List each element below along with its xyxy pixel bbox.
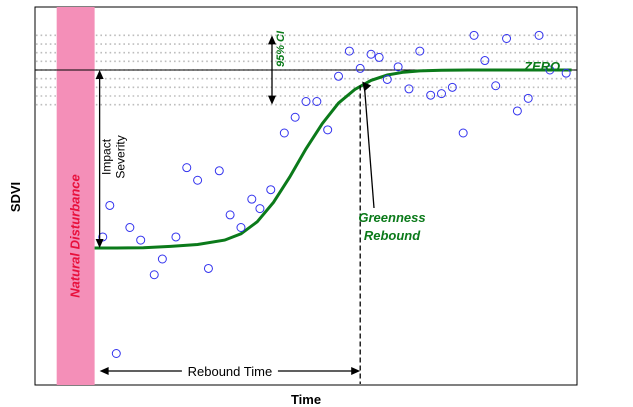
data-point: [157, 254, 167, 264]
data-point: [545, 65, 555, 75]
ci-label: 95% CI: [275, 30, 287, 67]
arrowhead: [268, 35, 276, 45]
data-point: [149, 270, 159, 280]
data-point: [491, 81, 501, 91]
data-point: [214, 166, 224, 176]
data-point: [136, 235, 146, 245]
plot-frame: [34, 6, 578, 386]
data-point: [98, 232, 108, 242]
data-point: [193, 175, 203, 185]
data-point: [382, 74, 392, 84]
rebound-time-label: Rebound Time: [188, 364, 273, 379]
arrowhead: [351, 367, 361, 375]
data-point: [105, 200, 115, 210]
data-point: [171, 232, 181, 242]
data-point: [290, 112, 300, 122]
data-point: [404, 84, 414, 94]
data-point: [312, 97, 322, 106]
impact-severity-label: ImpactSeverity: [100, 135, 128, 178]
arrowhead: [99, 367, 109, 375]
data-point: [266, 185, 276, 195]
zero-label: ZERO: [523, 59, 560, 74]
data-point: [480, 56, 490, 66]
disturbance-label: Natural Disturbance: [68, 174, 83, 298]
data-point: [225, 210, 235, 220]
data-point: [247, 194, 257, 204]
data-point: [255, 204, 265, 214]
data-points: [98, 30, 571, 358]
arrowhead: [95, 238, 104, 248]
data-point: [437, 89, 446, 99]
data-point: [561, 68, 571, 78]
data-point: [415, 46, 425, 56]
x-axis-title: Time: [291, 392, 321, 407]
data-point: [447, 82, 457, 92]
data-point: [301, 97, 311, 106]
data-point: [111, 349, 121, 358]
greenness-rebound-label: Rebound: [364, 228, 421, 243]
greenness-curve: [94, 68, 572, 250]
greenness-rebound-arrow: [363, 83, 375, 209]
annotations: ImpactSeverity Rebound Time 95% CI Greennes…: [95, 30, 426, 384]
rebound-time-bg: [181, 363, 278, 379]
y-axis-title: SDVI: [8, 182, 23, 212]
data-point: [344, 46, 354, 56]
data-point: [523, 93, 533, 103]
data-point: [334, 71, 344, 81]
data-point: [279, 128, 289, 138]
arrowhead: [362, 81, 372, 92]
data-point: [125, 223, 135, 232]
data-point: [355, 63, 365, 73]
data-point: [469, 30, 479, 40]
data-point: [182, 163, 192, 173]
greenness-rebound-label: Greenness: [358, 210, 425, 225]
data-point: [236, 223, 246, 232]
data-point: [366, 49, 376, 59]
data-point: [502, 34, 512, 43]
data-point: [323, 125, 333, 135]
data-point: [426, 90, 436, 100]
data-point: [512, 106, 522, 116]
arrowhead: [268, 95, 276, 105]
data-point: [374, 52, 384, 62]
data-point: [203, 263, 213, 273]
data-point: [458, 128, 468, 138]
arrowhead: [95, 70, 104, 79]
data-point: [393, 62, 403, 72]
data-point: [534, 30, 544, 40]
